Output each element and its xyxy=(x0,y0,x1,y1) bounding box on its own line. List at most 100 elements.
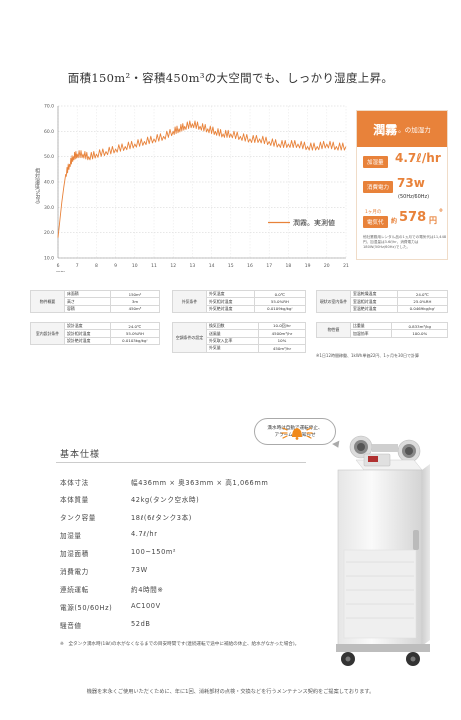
table-cell: 外気量 xyxy=(206,344,259,353)
table-group-label: 外気条件 xyxy=(172,289,207,314)
spec-key: 本体質量 xyxy=(60,496,89,504)
x-axis-label: 時刻 xyxy=(56,270,65,272)
spec-value: 18ℓ(6ℓタンク3本) xyxy=(131,514,192,522)
table-cell: 55.0%RH xyxy=(253,297,307,306)
spec-value: AC100V xyxy=(131,602,161,610)
table-row: 外気絶対湿度 0.0109kg/kg' xyxy=(173,304,307,314)
spec-key: 加湿面積 xyxy=(60,550,89,558)
table-property: 物件概要 床面積 150m² 高さ 3m 容積 450m³ xyxy=(30,289,161,314)
table-row: 外気条件 外気温度 0.0℃ xyxy=(172,289,307,314)
monthly-unit: 円 xyxy=(429,216,437,225)
y-tick-label: 70.0 xyxy=(44,104,54,110)
brand-name: 潤霧 xyxy=(373,122,398,137)
table-cell: 設計相対湿度 xyxy=(64,329,111,338)
table-hvac: 空調条件の設定 換気回数 10.0回/hr 送風量 4500m³/hr 外気取入比率… xyxy=(172,321,307,353)
spec-value: 約4時間※ xyxy=(131,586,164,594)
series-line xyxy=(57,120,347,238)
table-row: 物件概要 床面積 150m² xyxy=(30,289,161,314)
table-cell: 3m xyxy=(109,297,161,306)
monthly-label-1: 1ヶ月の xyxy=(365,210,382,215)
x-tick-label: 7 xyxy=(76,263,79,269)
table-cell: 室温乾燥温度 xyxy=(350,289,398,299)
table-cell: 4500m³/hr xyxy=(257,329,307,338)
spec-footnote: ※ 全タンク満水時(18ℓ)の水がなくなるまでの目安時間です(連続運転で途中に補… xyxy=(60,642,300,647)
table-cell: 450m³/hr xyxy=(257,344,307,353)
table-row: 現状の室内条件 室温乾燥温度 24.0℃ xyxy=(316,289,449,314)
table-cell: 加湿効率 xyxy=(349,329,393,338)
spec-value: 100~150m² xyxy=(131,548,177,556)
x-tick-label: 10 xyxy=(132,263,138,269)
table-cell: 外気絶対湿度 xyxy=(206,304,255,314)
spec-title: 基本仕様 xyxy=(60,450,101,460)
table-cell: 100.0% xyxy=(391,329,448,338)
spec-key: 本体寸法 xyxy=(60,479,89,487)
table-row: 外気量 450m³/hr xyxy=(173,344,307,353)
table-cell: 24.0℃ xyxy=(109,321,161,331)
spec-value: 73W xyxy=(131,566,148,574)
x-tick-label: 16 xyxy=(247,263,253,269)
spec-key: 連続運転 xyxy=(60,586,89,594)
y-tick-label: 30.0 xyxy=(44,205,54,211)
maintenance-note: 機器を末永くご使用いただくために、年に1回、消耗部材の点検・交換などを行うメンテ… xyxy=(86,689,375,695)
monthly-tag: 電気代 xyxy=(363,216,388,228)
x-tick-label: 14 xyxy=(209,263,215,269)
table-row: 空調条件の設定 換気回数 10.0回/hr xyxy=(172,321,307,353)
card-header: 潤霧 。の加湿力 xyxy=(357,111,447,147)
table-row: 設計絶対湿度 0.0103kg/kg' xyxy=(31,336,161,346)
table-cell: 10.0回/hr xyxy=(257,321,307,331)
table-row: 室内設計条件 設計温度 24.0℃ xyxy=(30,321,161,346)
card-title-suffix: 。の加湿力 xyxy=(398,126,431,134)
table-cell: 10% xyxy=(257,336,307,346)
monthly-value: 578 xyxy=(399,210,427,225)
x-tick-label: 17 xyxy=(266,263,272,269)
bell-icon xyxy=(281,427,313,440)
table-cell: 床面積 xyxy=(64,289,111,299)
table-cell: 外気温度 xyxy=(206,289,255,299)
monthly-mark: ※ xyxy=(439,208,443,213)
legend-label: 潤霧。実測値 xyxy=(293,218,335,227)
table-cell: 0.0109kg/kg' xyxy=(253,304,307,314)
table-outdoor: 外気条件 外気温度 0.0℃ 外気相対湿度 55.0%RH 外気絶対湿度 0.0109… xyxy=(172,289,307,314)
spec-value: 52dB xyxy=(131,620,151,628)
table-cell: 室温相対湿度 xyxy=(350,297,398,306)
table-cell: 換気回数 xyxy=(206,321,259,331)
spec-value: 幅436mm × 奥363mm × 高1,066mm xyxy=(131,479,269,487)
x-tick-label: 18 xyxy=(286,263,292,269)
table-cell: 0.0469kg/kg' xyxy=(396,304,449,314)
table-cell: 容積 xyxy=(64,304,111,314)
x-tick-label: 12 xyxy=(170,263,176,269)
table-group-label: 室内設計条件 xyxy=(30,321,65,346)
table-cell: 設計絶対湿度 xyxy=(64,336,111,346)
table-row: 物性値 比重量 0.833m³/kg xyxy=(316,321,448,338)
x-tick-label: 13 xyxy=(190,263,196,269)
spec-key: 電源(50/60Hz) xyxy=(60,604,113,612)
x-tick-label: 19 xyxy=(305,263,311,269)
table-cell: 外気相対湿度 xyxy=(206,297,255,306)
bubble-line-1: 満水時は自動で運転停止、 xyxy=(267,426,323,431)
table-cell: 25.0%RH xyxy=(396,297,449,306)
table-row: 室温絶対湿度 0.0469kg/kg' xyxy=(317,304,449,314)
table-cell: 55.0%RH xyxy=(109,329,161,338)
y-tick-label: 20.0 xyxy=(44,230,54,236)
table-cell: 設計温度 xyxy=(64,321,111,331)
table-row: 加湿効率 100.0% xyxy=(317,329,448,338)
table-cell: 24.0℃ xyxy=(396,289,449,299)
table-props: 物性値 比重量 0.833m³/kg 加湿効率 100.0% xyxy=(316,321,448,338)
table-cell: 0.833m³/kg xyxy=(391,321,448,331)
spec-divider xyxy=(56,462,306,463)
table-cell: 150m² xyxy=(109,289,161,299)
table-cell: 外気取入比率 xyxy=(206,336,259,346)
table-group-label: 空調条件の設定 xyxy=(172,322,207,353)
table-group-label: 物性値 xyxy=(316,322,351,338)
spec-key: 消費電力 xyxy=(60,568,89,576)
card-note: 他社業務用レンタル品の1ヵ月での電気代は11,448円、加湿量は3.6ℓ/hr、… xyxy=(363,235,447,250)
x-tick-label: 6 xyxy=(57,263,60,269)
x-tick-label: 20 xyxy=(324,263,330,269)
chart-y-axis-label: 相対湿度(%RH) xyxy=(34,168,40,204)
monthly-prefix: 約 xyxy=(391,218,398,225)
table-cell: 高さ xyxy=(64,297,111,306)
spec-key: 騒音値 xyxy=(60,622,82,630)
spec-key: タンク容量 xyxy=(60,514,96,522)
x-tick-label: 21 xyxy=(343,263,349,269)
table-group-label: 物件概要 xyxy=(30,289,65,314)
